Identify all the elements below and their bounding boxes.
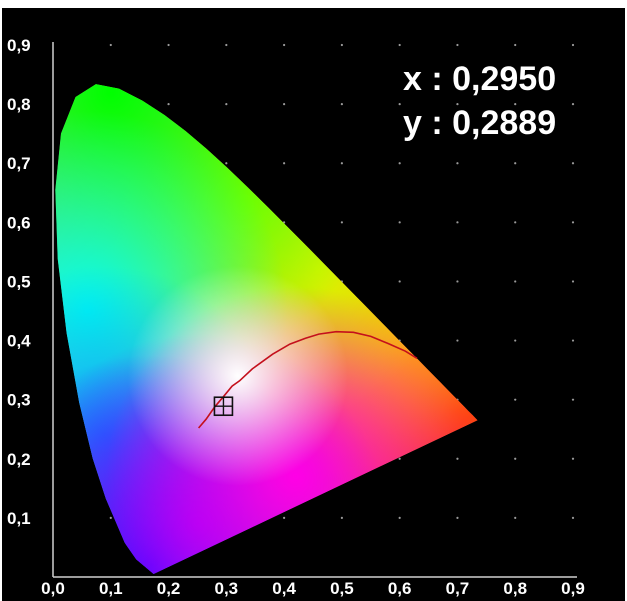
y-tick-label: 0,7 <box>7 154 31 173</box>
grid-dot <box>571 516 575 519</box>
x-tick-label: 0,6 <box>388 579 412 598</box>
grid-dot <box>283 221 286 224</box>
grid-dot <box>514 457 517 460</box>
grid-dot <box>398 43 401 47</box>
y-tick-label: 0,3 <box>7 391 31 410</box>
grid-dot <box>398 103 401 106</box>
grid-dot <box>456 221 459 224</box>
grid-dot <box>514 43 517 47</box>
grid-dot <box>571 457 575 460</box>
grid-dot <box>571 398 575 401</box>
grid-dot <box>456 457 459 460</box>
y-tick-label: 0,2 <box>7 450 31 469</box>
x-tick-label: 0,1 <box>99 579 123 598</box>
grid-dot <box>456 516 459 519</box>
grid-dot <box>398 280 401 283</box>
grid-dot <box>340 103 343 106</box>
readout-x: x : 0,2950 <box>403 60 556 98</box>
x-tick-label: 0,4 <box>272 579 296 598</box>
grid-dot <box>109 43 112 47</box>
grid-dot <box>398 516 401 519</box>
grid-dot <box>340 516 343 519</box>
grid-dot <box>456 43 459 47</box>
grid-dot <box>109 516 112 519</box>
planckian-locus-curve <box>197 330 418 429</box>
grid-dot <box>514 162 517 165</box>
chromaticity-chart: 0,0 0,1 0,2 0,3 0,4 0,5 0,6 0,7 0,8 0,9 0,1 0,2 0,3… <box>2 8 625 601</box>
x-tick-label: 0,5 <box>330 579 354 598</box>
y-tick-label: 0,1 <box>7 509 31 528</box>
grid-dot <box>340 221 343 224</box>
y-tick-label: 0,9 <box>7 36 31 55</box>
x-tick-label: 0,3 <box>215 579 239 598</box>
y-tick-label: 0,5 <box>7 272 31 291</box>
x-tick-label: 0,0 <box>41 579 65 598</box>
y-tick-labels: 0,1 0,2 0,3 0,4 0,5 0,6 0,7 0,8 0,9 <box>7 36 31 528</box>
x-tick-label: 0,2 <box>157 579 181 598</box>
readout-y: y : 0,2889 <box>403 104 556 142</box>
grid-dot <box>225 103 228 106</box>
grid-dot <box>514 398 517 401</box>
grid-dot <box>340 43 343 47</box>
grid-dot <box>283 43 286 47</box>
grid-dot <box>456 280 459 283</box>
grid-dot <box>514 221 517 224</box>
grid-dot <box>456 162 459 165</box>
grid-dot <box>225 162 228 165</box>
grid-dot <box>167 103 170 106</box>
grid-dot <box>398 162 401 165</box>
grid-dot <box>514 516 517 519</box>
grid-dot <box>398 221 401 224</box>
grid-dot <box>571 280 575 283</box>
grid-dot <box>571 162 575 165</box>
grid-dot <box>571 103 575 106</box>
grid-dot <box>456 339 459 342</box>
grid-dot <box>571 339 575 342</box>
grid-dot <box>283 162 286 165</box>
y-tick-label: 0,4 <box>7 332 31 351</box>
grid-dot <box>514 339 517 342</box>
y-tick-label: 0,6 <box>7 213 31 232</box>
grid-dot <box>571 43 575 47</box>
y-tick-label: 0,8 <box>7 95 31 114</box>
chart-canvas: 0,0 0,1 0,2 0,3 0,4 0,5 0,6 0,7 0,8 0,9 0,1 0,2 0,3… <box>7 36 585 598</box>
x-tick-label: 0,8 <box>503 579 527 598</box>
grid-dot <box>340 162 343 165</box>
grid-dot <box>283 516 286 519</box>
x-tick-label: 0,7 <box>446 579 470 598</box>
grid-dot <box>514 103 517 106</box>
grid-dot <box>167 43 170 47</box>
x-tick-label: 0,9 <box>561 579 585 598</box>
grid-dot <box>571 221 575 224</box>
x-tick-labels: 0,0 0,1 0,2 0,3 0,4 0,5 0,6 0,7 0,8 0,9 <box>41 579 585 598</box>
grid-dot <box>514 280 517 283</box>
grid-dot <box>283 103 286 106</box>
chromaticity-marker[interactable] <box>213 396 234 417</box>
chart-axes <box>52 42 577 578</box>
grid-dot <box>398 457 401 460</box>
grid-dot <box>225 43 228 47</box>
grid-dot <box>456 103 459 106</box>
